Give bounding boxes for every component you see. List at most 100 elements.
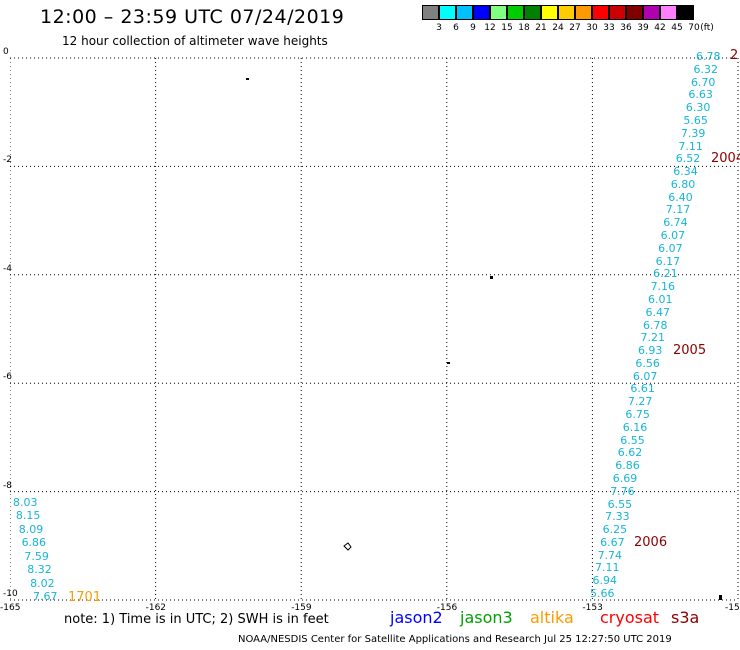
- swh-value: 6.16: [622, 420, 648, 434]
- legend-swatch: [524, 5, 541, 20]
- swh-value: 6.01: [648, 292, 673, 306]
- legend-swatch: [456, 5, 473, 20]
- pass-label-2: 2: [730, 48, 739, 63]
- swh-value: 6.25: [602, 523, 628, 537]
- swh-value: 7.21: [640, 331, 665, 345]
- swh-value: 6.07: [660, 229, 686, 242]
- swh-value: 6.63: [688, 88, 713, 102]
- swh-value: 6.67: [600, 535, 625, 549]
- swh-value: 7.27: [627, 395, 653, 409]
- swh-value: 6.55: [620, 433, 645, 447]
- swh-value: 6.21: [653, 267, 678, 281]
- legend-swatch: [626, 5, 643, 20]
- island-speck: [246, 78, 249, 80]
- legend-label: 15: [501, 23, 513, 33]
- x-tick-label: -150: [725, 603, 740, 613]
- legend-swatch: [422, 5, 439, 20]
- y-tick-label: -10: [3, 589, 18, 599]
- y-tick-label: -4: [3, 263, 12, 274]
- graticule: [10, 57, 739, 601]
- swh-value: 7.67: [33, 590, 58, 603]
- map-title: 12:00 – 23:59 UTC 07/24/2019: [40, 6, 345, 28]
- legend-label: 39: [637, 23, 649, 33]
- swh-value: 7.33: [605, 510, 630, 524]
- swh-value: 7.39: [680, 126, 706, 140]
- swh-value: 6.52: [675, 152, 701, 166]
- island-speck: [719, 595, 722, 600]
- map-plot: [10, 57, 739, 601]
- legend-label: 3: [436, 23, 442, 33]
- swh-value: 6.74: [663, 216, 688, 230]
- y-tick-label: -2: [3, 155, 12, 166]
- y-tick-label: -6: [3, 372, 12, 383]
- island-outline: [343, 542, 352, 551]
- swh-value: 6.07: [632, 369, 658, 383]
- legend-label: 9: [470, 23, 476, 33]
- swh-value: 6.78: [643, 318, 668, 332]
- swh-value: 6.07: [658, 241, 683, 255]
- legend-label: 12: [484, 23, 496, 33]
- legend-label: 18: [518, 23, 530, 33]
- x-tick-label: -159: [291, 603, 312, 613]
- swh-value: 8.09: [18, 522, 44, 536]
- legend-swatch: [507, 5, 524, 20]
- legend-label: 30: [586, 23, 598, 33]
- legend-swatch: [575, 5, 592, 20]
- x-tick-label: -165: [0, 603, 21, 613]
- legend-label: 24: [552, 23, 564, 33]
- swh-value: 6.56: [635, 356, 660, 370]
- swh-value: 6.55: [607, 497, 633, 511]
- swh-value: 7.11: [678, 139, 703, 153]
- swh-value: 7.16: [650, 280, 676, 294]
- legend-label: 27: [569, 23, 581, 33]
- satellite-altika: altika: [530, 608, 574, 627]
- swh-value: 6.86: [21, 536, 47, 550]
- legend-swatch: [677, 5, 694, 20]
- x-tick-label: -162: [145, 603, 167, 613]
- legend-label: 21: [535, 23, 547, 33]
- land-specks: [246, 78, 722, 600]
- legend-label: 36: [620, 23, 632, 33]
- swh-value: 5.65: [683, 113, 708, 127]
- pass-label-2005: 2005: [673, 343, 707, 358]
- swh-value: 7.11: [595, 561, 620, 575]
- pass-label-2004: 2004: [711, 151, 740, 166]
- x-tick-label: -153: [582, 603, 603, 613]
- legend-unit: (ft): [700, 23, 714, 33]
- swh-value: 8.15: [15, 509, 41, 523]
- swh-value: 6.30: [685, 101, 711, 115]
- swh-value: 6.17: [655, 254, 681, 268]
- legend-label: 6: [453, 23, 459, 33]
- legend-swatch: [541, 5, 558, 20]
- legend-label: 70: [688, 23, 700, 33]
- swh-value: 6.62: [617, 446, 643, 460]
- swh-value: 7.74: [597, 548, 623, 562]
- legend-swatch: [558, 5, 575, 20]
- swh-value: 7.59: [24, 549, 49, 563]
- pass-label-1701: 1701: [68, 590, 102, 605]
- swh-value: 8.03: [13, 496, 38, 509]
- swh-value: 5.66: [590, 587, 615, 600]
- swh-value: 6.78: [696, 50, 721, 63]
- legend-label: 45: [671, 23, 683, 33]
- island-speck: [447, 362, 450, 364]
- island-speck: [490, 276, 493, 279]
- swh-value: 6.40: [668, 190, 693, 204]
- swh-value: 7.17: [665, 203, 691, 217]
- swh-value: 6.75: [625, 408, 650, 421]
- pass-label-2006: 2006: [634, 535, 668, 550]
- satellite-jason2: jason2: [390, 608, 443, 627]
- swh-value: 6.47: [645, 305, 671, 319]
- footer-note: note: 1) Time is in UTC; 2) SWH is in fe…: [64, 612, 329, 627]
- legend-swatch: [643, 5, 660, 20]
- swh-value: 8.32: [27, 563, 52, 577]
- legend-swatch: [609, 5, 626, 20]
- swh-value: 6.86: [615, 459, 640, 473]
- legend-swatch: [490, 5, 507, 20]
- x-tick-label: -156: [436, 603, 458, 613]
- y-tick-label: 0: [3, 47, 9, 57]
- legend-label: 33: [603, 23, 615, 33]
- satellite-s3a: s3a: [671, 608, 700, 627]
- legend-swatch: [439, 5, 456, 20]
- legend-swatch: [473, 5, 490, 20]
